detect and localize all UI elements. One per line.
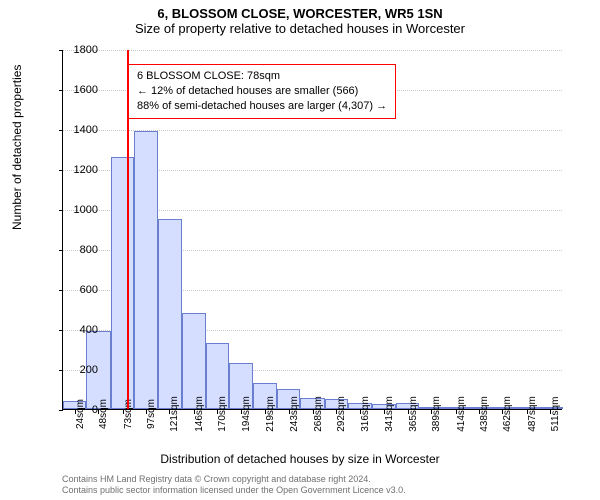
histogram-bar [182, 313, 205, 409]
x-tick-label: 389sqm [431, 396, 442, 432]
annotation-line: 6 BLOSSOM CLOSE: 78sqm [137, 69, 387, 84]
x-tick-label: 97sqm [146, 399, 157, 429]
y-tick-label: 1000 [58, 204, 98, 216]
annotation-line: 88% of semi-detached houses are larger (… [137, 99, 387, 114]
y-axis-label: Number of detached properties [10, 65, 24, 230]
title-block: 6, BLOSSOM CLOSE, WORCESTER, WR5 1SN Siz… [0, 0, 600, 36]
x-tick-label: 414sqm [456, 396, 467, 432]
x-tick-label: 292sqm [336, 396, 347, 432]
footer-attribution: Contains HM Land Registry data © Crown c… [62, 474, 406, 496]
x-tick-label: 243sqm [289, 396, 300, 432]
y-tick-label: 800 [58, 244, 98, 256]
x-tick-label: 268sqm [313, 396, 324, 432]
x-tick-label: 194sqm [241, 396, 252, 432]
y-tick-label: 200 [58, 364, 98, 376]
y-tick-label: 1600 [58, 84, 98, 96]
x-tick-label: 316sqm [360, 396, 371, 432]
x-tick-label: 511sqm [550, 397, 561, 432]
histogram-bar [134, 131, 157, 409]
x-tick-label: 462sqm [502, 396, 513, 432]
x-tick-label: 170sqm [217, 396, 228, 432]
x-tick-label: 219sqm [265, 396, 276, 432]
x-tick-label: 146sqm [194, 396, 205, 432]
x-tick-label: 341sqm [384, 396, 395, 432]
y-tick-label: 0 [58, 404, 98, 416]
y-tick-label: 600 [58, 284, 98, 296]
y-tick-label: 1800 [58, 44, 98, 56]
title-address: 6, BLOSSOM CLOSE, WORCESTER, WR5 1SN [0, 6, 600, 21]
y-tick-label: 400 [58, 324, 98, 336]
annotation-box: 6 BLOSSOM CLOSE: 78sqm← 12% of detached … [128, 64, 396, 119]
gridline-h [63, 50, 562, 51]
histogram-bar [111, 157, 134, 409]
x-tick-label: 48sqm [98, 399, 109, 429]
y-tick-label: 1200 [58, 164, 98, 176]
chart-plot-area: 24sqm48sqm73sqm97sqm121sqm146sqm170sqm19… [62, 50, 562, 410]
x-tick-label: 438sqm [479, 396, 490, 432]
title-subtitle: Size of property relative to detached ho… [0, 21, 600, 36]
footer-line2: Contains public sector information licen… [62, 485, 406, 496]
x-tick-label: 365sqm [408, 396, 419, 432]
histogram-bar [158, 219, 182, 409]
y-tick-label: 1400 [58, 124, 98, 136]
x-tick-label: 121sqm [169, 396, 180, 432]
footer-line1: Contains HM Land Registry data © Crown c… [62, 474, 406, 485]
annotation-line: ← 12% of detached houses are smaller (56… [137, 84, 387, 99]
x-axis-label: Distribution of detached houses by size … [0, 452, 600, 466]
x-tick-label: 487sqm [527, 396, 538, 432]
